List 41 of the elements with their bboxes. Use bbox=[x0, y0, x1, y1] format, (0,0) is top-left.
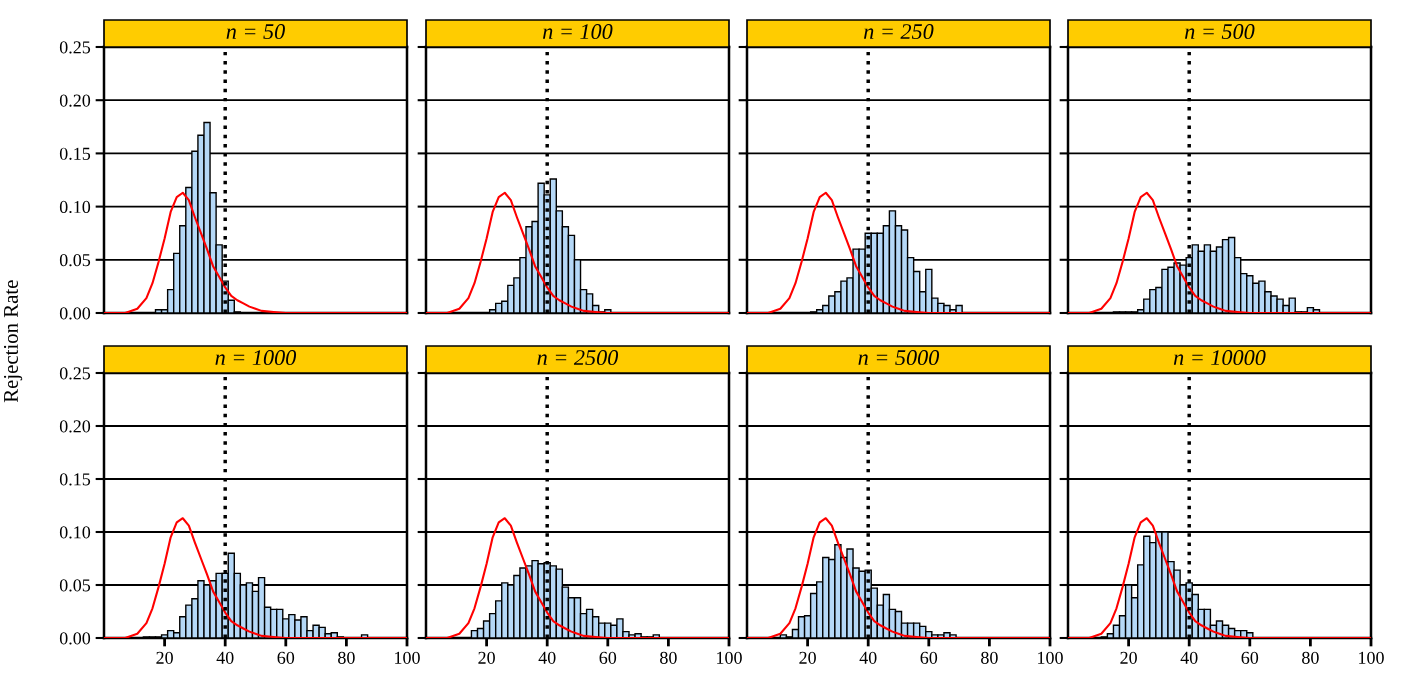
x-tick-label: 60 bbox=[599, 651, 617, 664]
x-tick-label: 20 bbox=[156, 651, 173, 664]
x-tick-label: 20 bbox=[1120, 651, 1137, 664]
chart-title: n = 2500 bbox=[537, 350, 619, 366]
y-tick-label: 0.10 bbox=[59, 200, 91, 214]
chart-title: n = 250 bbox=[864, 24, 934, 40]
y-tick-label: 0.25 bbox=[59, 367, 91, 380]
chart-title: n = 50 bbox=[226, 24, 285, 40]
x-tick-label: 20 bbox=[478, 651, 495, 664]
x-tick-label: 100 bbox=[1038, 651, 1063, 664]
y-tick-label: 0.20 bbox=[59, 94, 91, 107]
chart-title: n = 500 bbox=[1185, 24, 1255, 40]
y-tick-label: 0.15 bbox=[59, 473, 91, 486]
x-tick-label: 60 bbox=[920, 651, 938, 664]
x-tick-label: 80 bbox=[660, 651, 677, 664]
y-tick-label: 0.20 bbox=[59, 420, 91, 433]
y-axis-title: Rejection Rate bbox=[3, 280, 23, 403]
x-tick-label: 80 bbox=[981, 651, 998, 664]
x-tick-label: 60 bbox=[1241, 651, 1259, 664]
x-tick-label: 100 bbox=[1359, 651, 1384, 664]
x-tick-label: 100 bbox=[717, 651, 742, 664]
chart-title: n = 10000 bbox=[1173, 350, 1266, 366]
chart-title: n = 5000 bbox=[858, 350, 940, 366]
y-tick-label: 0.05 bbox=[59, 579, 91, 592]
x-tick-label: 40 bbox=[216, 651, 234, 664]
x-tick-label: 20 bbox=[799, 651, 816, 664]
x-tick-label: 40 bbox=[859, 651, 877, 664]
x-tick-label: 60 bbox=[277, 651, 295, 664]
y-tick-label: 0.05 bbox=[59, 254, 91, 267]
x-tick-label: 40 bbox=[1180, 651, 1198, 664]
y-tick-label: 0.15 bbox=[59, 147, 91, 160]
x-tick-label: 80 bbox=[338, 651, 355, 664]
x-tick-label: 40 bbox=[538, 651, 556, 664]
chart-title: n = 100 bbox=[543, 24, 613, 40]
x-tick-label: 80 bbox=[1302, 651, 1319, 664]
y-tick-label: 0.25 bbox=[59, 41, 91, 54]
x-tick-label: 100 bbox=[395, 651, 420, 664]
chart-title: n = 1000 bbox=[215, 350, 297, 366]
y-tick-label: 0.10 bbox=[59, 526, 91, 539]
y-tick-label: 0.00 bbox=[59, 632, 91, 645]
y-tick-label: 0.00 bbox=[59, 307, 91, 320]
